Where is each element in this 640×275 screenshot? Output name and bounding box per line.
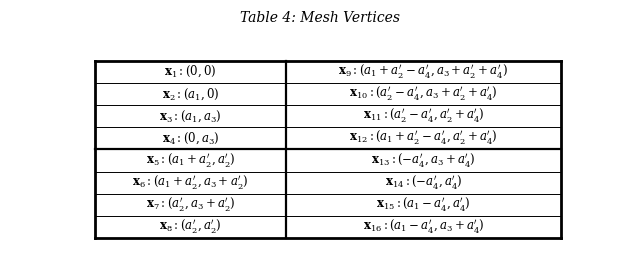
- Text: $\mathbf{x}_8:(a_2^{\prime},a_2^{\prime})$: $\mathbf{x}_8:(a_2^{\prime},a_2^{\prime}…: [159, 218, 221, 236]
- Text: $\mathbf{x}_{16}:(a_1-a_4^{\prime},a_3+a_4^{\prime})$: $\mathbf{x}_{16}:(a_1-a_4^{\prime},a_3+a…: [363, 218, 484, 236]
- Text: $\mathbf{x}_{15}:(a_1-a_4^{\prime},a_4^{\prime})$: $\mathbf{x}_{15}:(a_1-a_4^{\prime},a_4^{…: [376, 196, 471, 214]
- Text: $\mathbf{x}_9:(a_1+a_2^{\prime}-a_4^{\prime},a_3+a_2^{\prime}+a_4^{\prime})$: $\mathbf{x}_9:(a_1+a_2^{\prime}-a_4^{\pr…: [339, 63, 509, 81]
- Text: $\mathbf{x}_3:(a_1,a_3)$: $\mathbf{x}_3:(a_1,a_3)$: [159, 108, 221, 124]
- Text: $\mathbf{x}_{14}:(-a_4^{\prime},a_4^{\prime})$: $\mathbf{x}_{14}:(-a_4^{\prime},a_4^{\pr…: [385, 174, 462, 192]
- Text: $\mathbf{x}_{12}:(a_1+a_2^{\prime}-a_4^{\prime},a_2^{\prime}+a_4^{\prime})$: $\mathbf{x}_{12}:(a_1+a_2^{\prime}-a_4^{…: [349, 129, 498, 147]
- Text: $\mathbf{x}_{13}:(-a_4^{\prime},a_3+a_4^{\prime})$: $\mathbf{x}_{13}:(-a_4^{\prime},a_3+a_4^…: [371, 152, 476, 170]
- Text: $\mathbf{x}_{11}:(a_2^{\prime}-a_4^{\prime},a_2^{\prime}+a_4^{\prime})$: $\mathbf{x}_{11}:(a_2^{\prime}-a_4^{\pri…: [363, 107, 484, 125]
- Text: $\mathbf{x}_{10}:(a_2^{\prime}-a_4^{\prime},a_3+a_2^{\prime}+a_4^{\prime})$: $\mathbf{x}_{10}:(a_2^{\prime}-a_4^{\pri…: [349, 85, 498, 103]
- Text: $\mathbf{x}_2:(a_1,0)$: $\mathbf{x}_2:(a_1,0)$: [162, 86, 219, 101]
- Text: $\mathbf{x}_7:(a_2^{\prime},a_3+a_2^{\prime})$: $\mathbf{x}_7:(a_2^{\prime},a_3+a_2^{\pr…: [146, 196, 235, 214]
- Text: $\mathbf{x}_1:(0,0)$: $\mathbf{x}_1:(0,0)$: [164, 64, 216, 79]
- Text: Table 4: Mesh Vertices: Table 4: Mesh Vertices: [240, 11, 400, 25]
- Text: $\mathbf{x}_5:(a_1+a_2^{\prime},a_2^{\prime})$: $\mathbf{x}_5:(a_1+a_2^{\prime},a_2^{\pr…: [146, 152, 235, 170]
- Text: $\mathbf{x}_6:(a_1+a_2^{\prime},a_3+a_2^{\prime})$: $\mathbf{x}_6:(a_1+a_2^{\prime},a_3+a_2^…: [132, 174, 248, 192]
- Text: $\mathbf{x}_4:(0,a_3)$: $\mathbf{x}_4:(0,a_3)$: [162, 131, 219, 146]
